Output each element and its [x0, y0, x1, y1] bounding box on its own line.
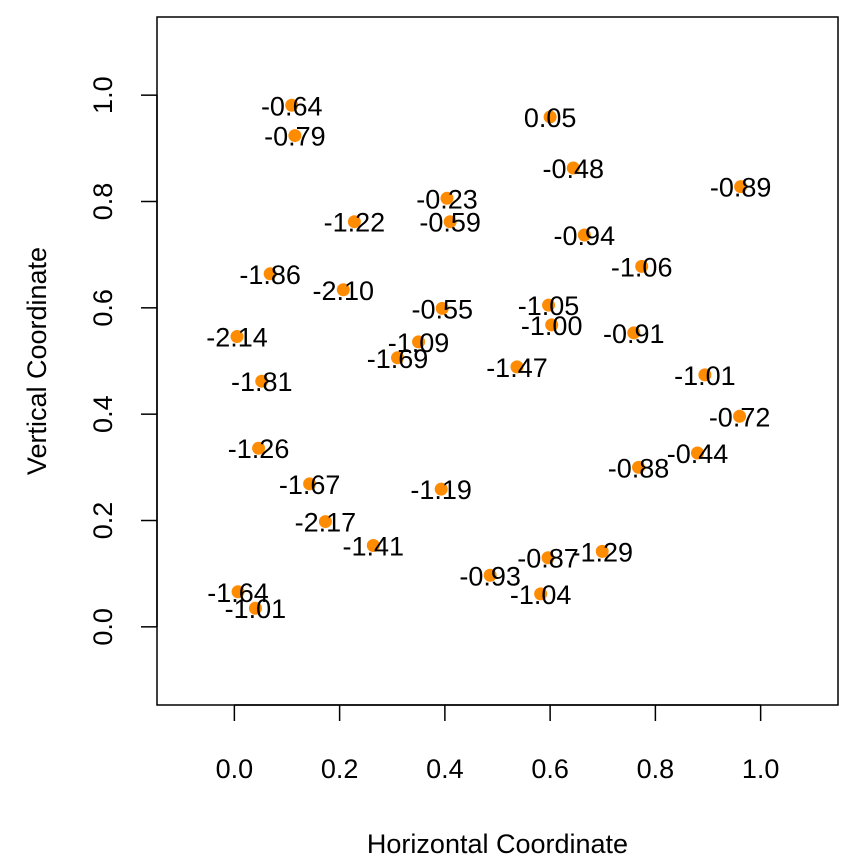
y-axis-title: Vertical Coordinate	[22, 247, 52, 475]
y-tick-label: 0.0	[88, 608, 118, 646]
data-point	[288, 129, 302, 143]
data-label: -0.23	[416, 184, 478, 214]
data-point	[366, 538, 380, 552]
data-label: -1.29	[571, 537, 633, 567]
data-point	[248, 601, 262, 615]
data-label: -1.69	[367, 344, 429, 374]
data-label: -1.22	[324, 208, 386, 238]
data-labels: -0.64-0.790.05-0.48-0.89-0.23-0.59-1.22-…	[206, 91, 771, 624]
data-point	[263, 267, 277, 281]
x-tick-label: 0.8	[637, 754, 675, 784]
data-point	[510, 360, 524, 374]
data-label: -1.64	[207, 578, 269, 608]
data-label: -1.01	[225, 594, 287, 624]
data-label: -2.10	[313, 276, 375, 306]
y-tick-label: 0.8	[88, 183, 118, 221]
data-point	[542, 298, 556, 312]
data-label: -1.81	[231, 367, 293, 397]
y-tick-label: 1.0	[88, 76, 118, 114]
data-point	[230, 330, 244, 344]
data-label: -0.64	[261, 91, 323, 121]
x-tick-label: 0.6	[531, 754, 569, 784]
data-point	[698, 368, 712, 382]
data-point	[627, 326, 641, 340]
data-point	[632, 460, 646, 474]
y-tick-label: 0.4	[88, 395, 118, 433]
data-point	[318, 515, 332, 529]
x-tick-label: 1.0	[742, 754, 780, 784]
data-label: -2.17	[295, 508, 357, 538]
data-label: -0.88	[608, 453, 670, 483]
data-label: -0.72	[709, 402, 771, 432]
y-tick-label: 0.2	[88, 502, 118, 540]
data-label: -1.09	[388, 328, 450, 358]
data-label: -0.89	[710, 173, 772, 203]
data-point	[690, 446, 704, 460]
data-label: -1.86	[239, 260, 301, 290]
data-label: 0.05	[524, 103, 577, 133]
data-point	[566, 161, 580, 175]
data-label: -0.93	[459, 561, 521, 591]
y-axis: 0.0 0.2 0.4 0.6 0.8 1.0	[88, 76, 158, 646]
data-point	[440, 191, 454, 205]
data-label: -0.59	[419, 208, 481, 238]
data-label: -0.87	[517, 544, 579, 574]
data-label: -0.48	[543, 154, 605, 184]
data-label: -0.79	[264, 122, 326, 152]
x-tick-label: 0.2	[321, 754, 359, 784]
x-axis: 0.0 0.2 0.4 0.6 0.8 1.0	[216, 704, 780, 784]
data-point	[435, 301, 449, 315]
data-point	[483, 568, 497, 582]
data-label: -0.55	[411, 294, 473, 324]
data-point	[545, 318, 559, 332]
data-label: -1.05	[518, 291, 580, 321]
data-point	[347, 215, 361, 229]
x-tick-label: 0.4	[426, 754, 464, 784]
data-point	[543, 110, 557, 124]
data-label: -0.91	[603, 319, 665, 349]
data-point	[733, 409, 747, 423]
y-tick-label: 0.6	[88, 289, 118, 327]
data-point	[577, 228, 591, 242]
data-label: -1.26	[228, 434, 290, 464]
data-point	[635, 259, 649, 273]
x-tick-label: 0.0	[216, 754, 254, 784]
data-point	[285, 98, 299, 112]
data-label: -1.00	[521, 311, 583, 341]
data-point	[734, 180, 748, 194]
data-label: -1.67	[279, 470, 341, 500]
data-label: -1.19	[410, 475, 472, 505]
data-point	[595, 544, 609, 558]
data-label: -0.94	[554, 221, 616, 251]
data-point	[534, 587, 548, 601]
data-point	[391, 351, 405, 365]
data-point	[443, 215, 457, 229]
data-label: -0.44	[667, 439, 729, 469]
data-label: -1.01	[674, 361, 736, 391]
data-label: -1.04	[510, 580, 572, 610]
x-axis-title: Horizontal Coordinate	[367, 829, 628, 859]
data-point	[231, 585, 245, 599]
data-label: -1.41	[343, 531, 405, 561]
data-points	[230, 98, 748, 615]
data-point	[255, 374, 269, 388]
data-label: -1.47	[486, 353, 548, 383]
data-point	[252, 441, 266, 455]
data-point	[541, 551, 555, 565]
data-point	[434, 482, 448, 496]
data-point	[336, 283, 350, 297]
data-point	[303, 477, 317, 491]
data-point	[412, 335, 426, 349]
data-label: -1.06	[611, 252, 673, 282]
data-label: -2.14	[206, 323, 268, 353]
